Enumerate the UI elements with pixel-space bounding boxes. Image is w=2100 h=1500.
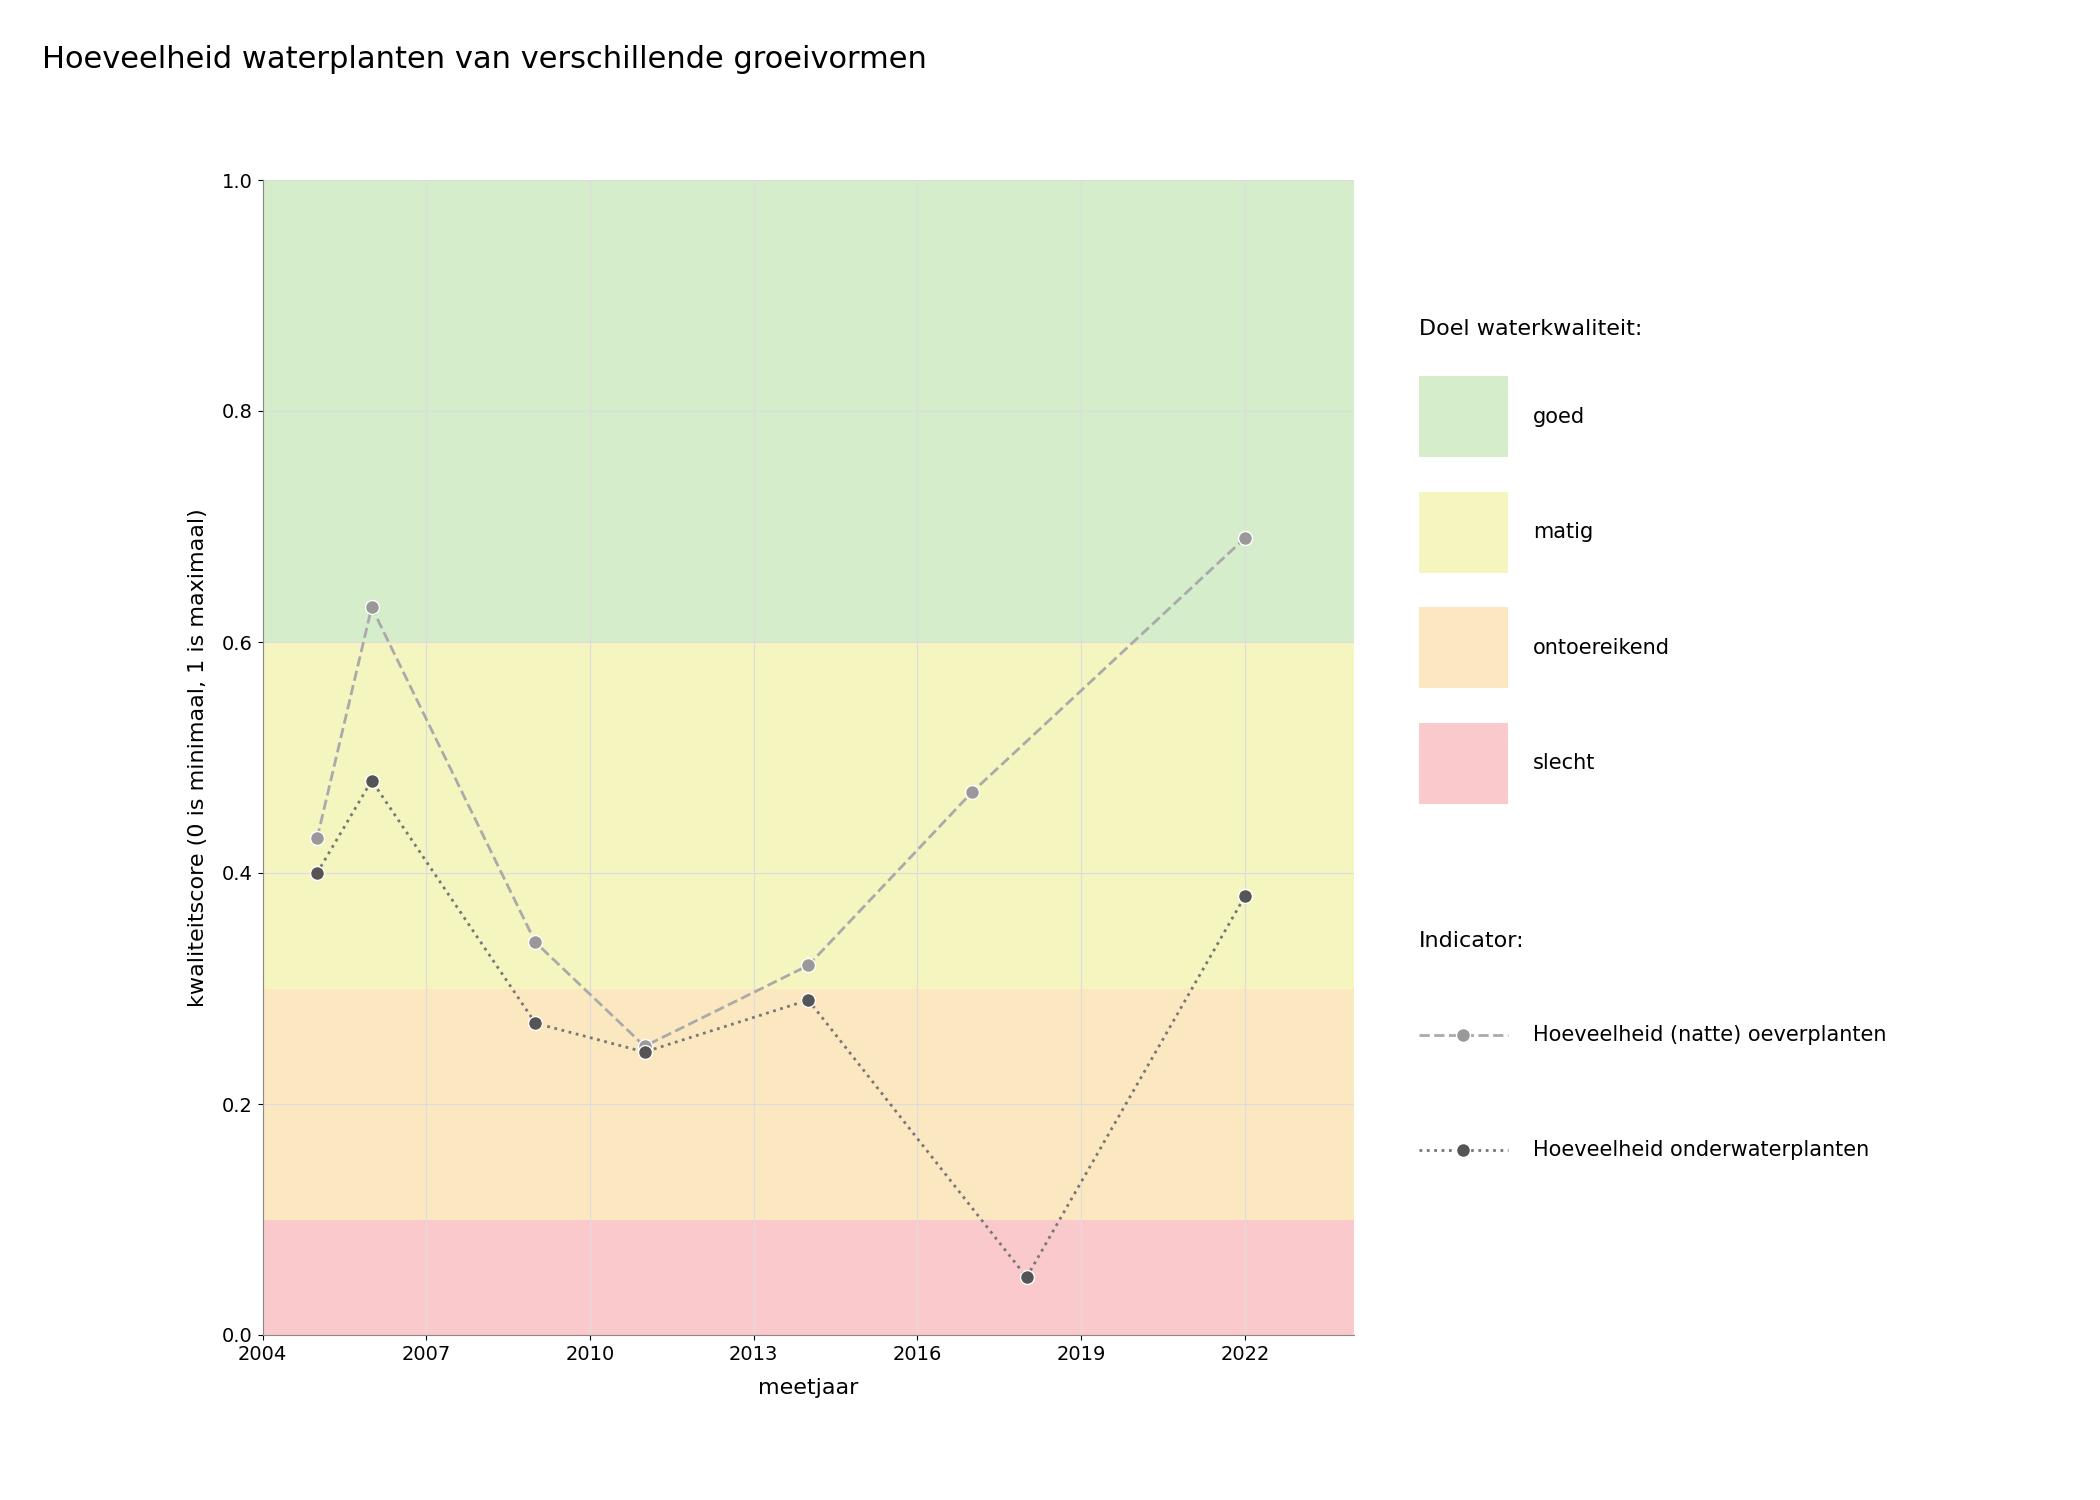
- Point: [1447, 1138, 1480, 1162]
- Y-axis label: kwaliteitscore (0 is minimaal, 1 is maximaal): kwaliteitscore (0 is minimaal, 1 is maxi…: [189, 509, 208, 1006]
- Text: Hoeveelheid onderwaterplanten: Hoeveelheid onderwaterplanten: [1533, 1140, 1869, 1160]
- FancyBboxPatch shape: [1420, 723, 1508, 804]
- Point: [300, 827, 334, 850]
- Text: Hoeveelheid waterplanten van verschillende groeivormen: Hoeveelheid waterplanten van verschillen…: [42, 45, 926, 74]
- FancyBboxPatch shape: [1420, 376, 1508, 458]
- FancyBboxPatch shape: [1420, 608, 1508, 688]
- Point: [1228, 884, 1262, 908]
- Text: goed: goed: [1533, 406, 1586, 427]
- Bar: [262, 642, 1354, 988]
- Text: slecht: slecht: [1533, 753, 1596, 774]
- X-axis label: meetjaar: meetjaar: [758, 1377, 859, 1398]
- Point: [956, 780, 989, 804]
- Bar: [262, 988, 1354, 1220]
- Point: [1228, 526, 1262, 550]
- Point: [519, 930, 552, 954]
- Point: [519, 1011, 552, 1035]
- Point: [628, 1040, 662, 1064]
- Text: Hoeveelheid (natte) oeverplanten: Hoeveelheid (natte) oeverplanten: [1533, 1024, 1886, 1044]
- Point: [792, 954, 825, 978]
- FancyBboxPatch shape: [1420, 492, 1508, 573]
- Bar: [262, 1220, 1354, 1335]
- Point: [628, 1035, 662, 1059]
- Text: matig: matig: [1533, 522, 1594, 543]
- Point: [300, 861, 334, 885]
- Point: [1447, 1023, 1480, 1047]
- Text: Doel waterkwaliteit:: Doel waterkwaliteit:: [1420, 318, 1642, 339]
- Point: [792, 988, 825, 1012]
- Bar: [262, 180, 1354, 642]
- Point: [1010, 1266, 1044, 1290]
- Point: [355, 596, 388, 619]
- Point: [355, 768, 388, 792]
- Text: ontoereikend: ontoereikend: [1533, 638, 1670, 658]
- Text: Indicator:: Indicator:: [1420, 930, 1525, 951]
